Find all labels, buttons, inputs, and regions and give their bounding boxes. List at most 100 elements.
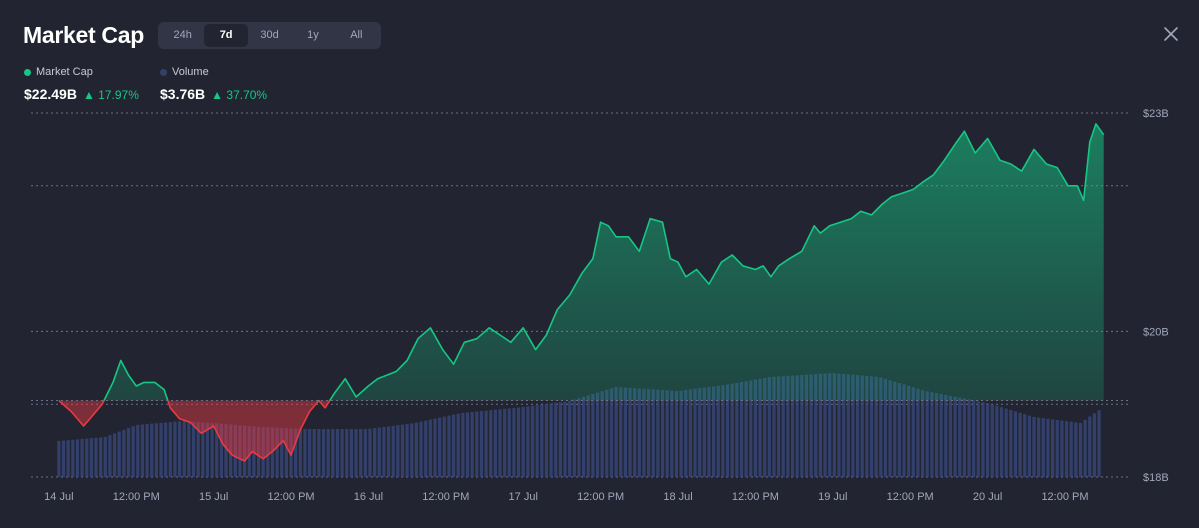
volume-bar xyxy=(108,435,112,477)
volume-bar xyxy=(674,390,679,477)
volume-bar xyxy=(451,414,456,477)
volume-bar xyxy=(633,388,637,477)
volume-bar xyxy=(447,415,451,477)
volume-bar xyxy=(1064,421,1069,477)
legend-market-cap-label: Market Cap xyxy=(36,66,93,78)
triangle-up-icon: ▲ xyxy=(211,88,224,102)
volume-bar xyxy=(465,412,470,477)
volume-bar xyxy=(818,373,823,477)
volume-bar xyxy=(349,429,354,477)
volume-bar xyxy=(66,440,70,477)
y-tick-label: $18B xyxy=(1143,472,1169,484)
volume-bar xyxy=(368,428,372,477)
volume-bar xyxy=(972,400,976,477)
volume-bar xyxy=(739,382,744,477)
y-tick-label: $23B xyxy=(1143,108,1169,120)
volume-bar xyxy=(377,427,381,477)
volume-bar xyxy=(647,389,651,477)
volume-bar xyxy=(470,411,474,477)
tab-24h[interactable]: 24h xyxy=(173,29,192,41)
volume-bar xyxy=(205,422,210,477)
volume-bar xyxy=(888,380,892,477)
volume-bar xyxy=(503,408,507,477)
volume-bar xyxy=(150,423,154,477)
volume-bar xyxy=(326,429,330,477)
x-tick-label: 12:00 PM xyxy=(267,491,314,503)
volume-bar xyxy=(660,390,665,477)
volume-bar xyxy=(795,375,799,477)
chart-title: Market Cap xyxy=(23,22,144,48)
volume-bar xyxy=(530,405,535,477)
volume-bar xyxy=(948,395,953,477)
volume-bar xyxy=(581,396,586,477)
volume-bar xyxy=(735,382,739,477)
volume-bar xyxy=(154,423,158,477)
volume-bar xyxy=(907,385,911,477)
volume-bar xyxy=(995,405,999,477)
volume-bar xyxy=(544,404,549,477)
triangle-up-icon: ▲ xyxy=(82,88,95,102)
volume-bar xyxy=(623,387,627,477)
volume-bar xyxy=(985,403,990,477)
volume-bar xyxy=(828,373,832,477)
volume-bar xyxy=(893,381,897,477)
volume-bar xyxy=(846,374,850,477)
volume-bar xyxy=(484,410,488,477)
volume-bar xyxy=(191,421,196,477)
volume-dot-icon xyxy=(160,68,167,76)
volume-bar xyxy=(874,376,878,477)
volume-bar xyxy=(210,422,214,477)
volume-bar xyxy=(865,375,869,477)
volume-bar xyxy=(479,411,484,477)
volume-bar xyxy=(920,390,925,477)
volume-bar xyxy=(456,413,460,477)
volume-bar xyxy=(651,389,655,477)
volume-bar xyxy=(851,374,855,477)
volume-bar xyxy=(1023,414,1027,477)
x-tick-label: 20 Jul xyxy=(973,491,1002,503)
volume-bar xyxy=(182,421,186,477)
x-tick-label: 12:00 PM xyxy=(113,491,160,503)
volume-bar xyxy=(999,407,1004,477)
volume-bar xyxy=(405,424,409,477)
volume-bar xyxy=(772,376,776,477)
volume-bar xyxy=(1004,408,1008,477)
volume-bar xyxy=(131,426,135,477)
volume-bar xyxy=(400,424,405,477)
volume-bar xyxy=(855,375,860,477)
volume-bar xyxy=(424,420,428,477)
volume-bar xyxy=(428,419,432,477)
tab-7d[interactable]: 7d xyxy=(204,24,248,47)
volume-bar xyxy=(1032,417,1036,477)
volume-bar xyxy=(619,387,623,477)
volume-bar xyxy=(1088,416,1092,477)
volume-bar xyxy=(707,387,711,477)
volume-bar xyxy=(934,393,939,477)
volume-bar xyxy=(321,429,326,477)
volume-bar xyxy=(498,409,502,477)
volume-bar xyxy=(763,378,767,477)
volume-bar xyxy=(526,406,530,477)
volume-bar xyxy=(75,439,80,477)
tab-1y[interactable]: 1y xyxy=(307,29,319,41)
close-icon[interactable] xyxy=(1163,26,1179,42)
tab-all[interactable]: All xyxy=(350,29,363,41)
volume-bar xyxy=(930,392,934,477)
volume-bar xyxy=(493,409,497,477)
x-tick-label: 14 Jul xyxy=(44,491,73,503)
volume-bar xyxy=(117,431,121,477)
volume-bar xyxy=(303,428,307,477)
volume-bar xyxy=(410,423,414,477)
volume-bar xyxy=(684,390,688,477)
volume-bar xyxy=(716,385,720,477)
legend-market-cap: Market Cap $22.49B ▲ 17.97% xyxy=(24,66,139,102)
volume-bar xyxy=(312,429,316,477)
volume-bar xyxy=(331,429,335,477)
time-range-tabs: 24h 7d 30d 1y All xyxy=(158,22,381,49)
volume-bar xyxy=(284,428,289,477)
market-cap-change: ▲ 17.97% xyxy=(82,88,139,102)
volume-bar xyxy=(1097,410,1101,477)
tab-30d[interactable]: 30d xyxy=(260,29,279,41)
volume-bar xyxy=(391,425,395,477)
volume-bar xyxy=(1037,417,1041,477)
